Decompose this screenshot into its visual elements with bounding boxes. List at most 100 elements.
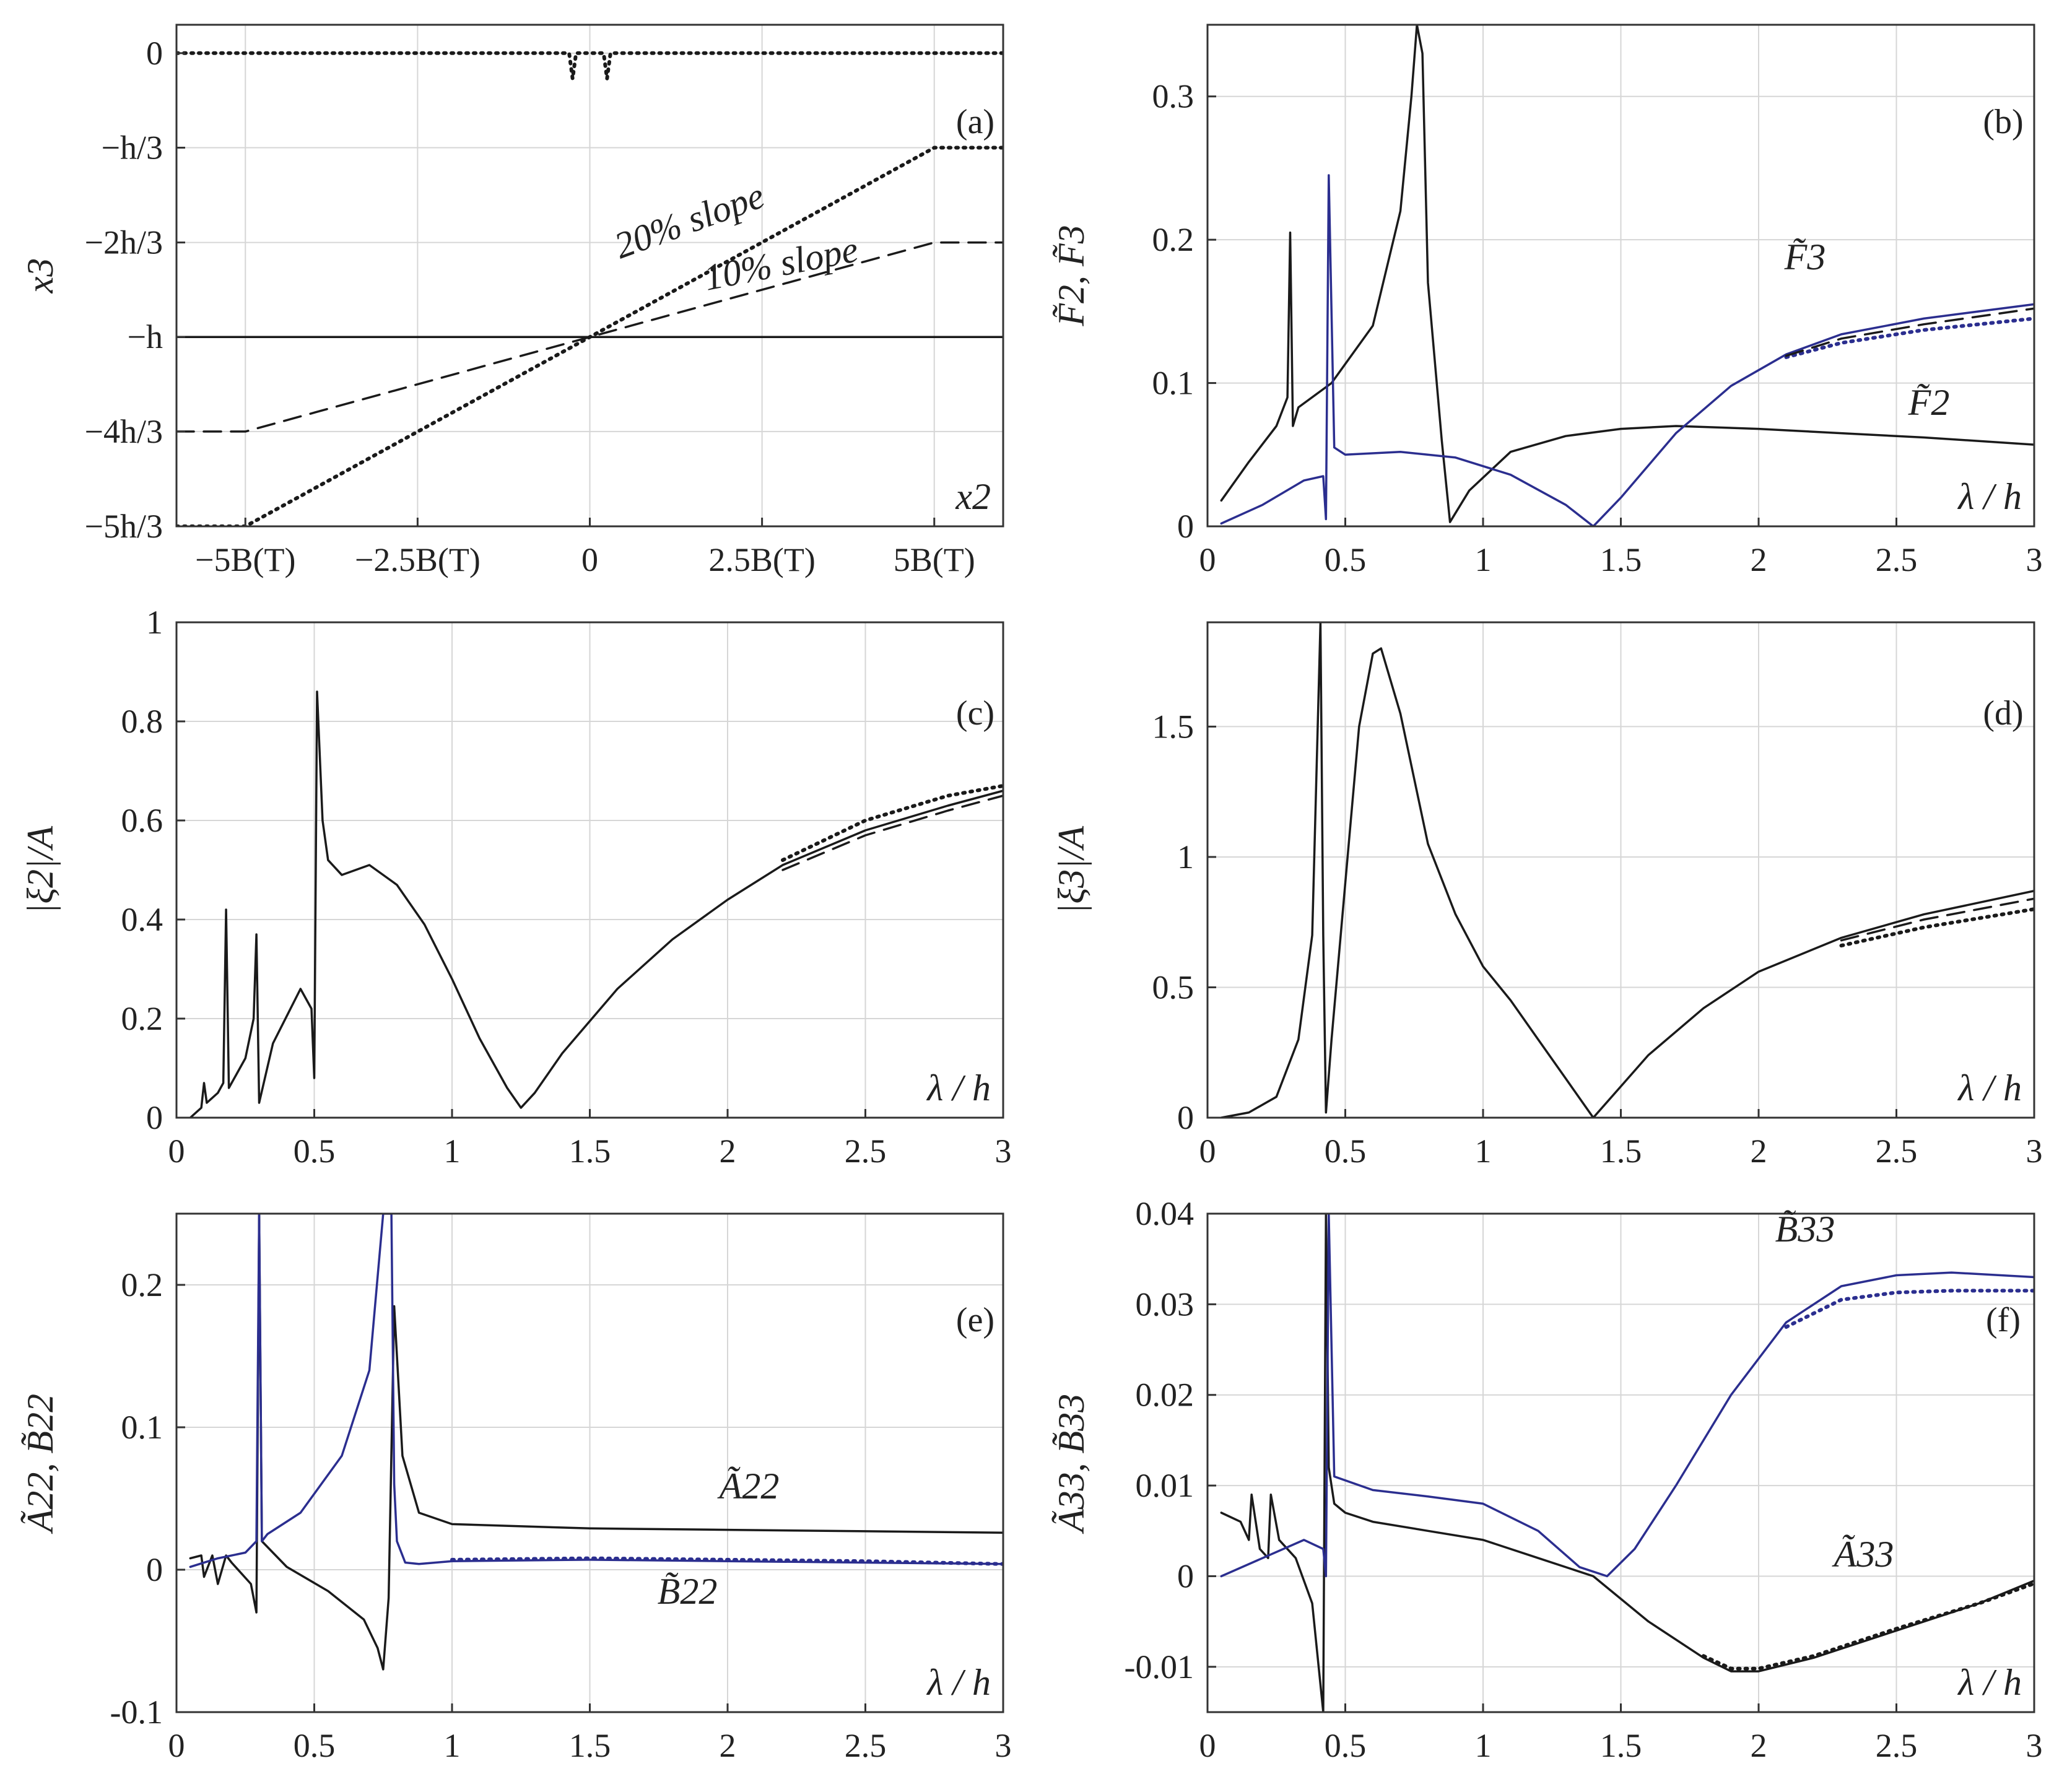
y-axis-label: Ã22, B̃22 <box>20 1394 61 1534</box>
y-tick-label: 0 <box>1177 508 1194 545</box>
x-tick-label: 0.5 <box>1325 1133 1367 1170</box>
y-tick-label: 0.03 <box>1136 1285 1195 1323</box>
x-tick-label: 3 <box>2026 541 2043 578</box>
x-tick-label: 0.5 <box>1325 1727 1367 1764</box>
gridlines <box>1207 1213 2035 1712</box>
x-tick-label: 2 <box>1751 1727 1767 1764</box>
x-tick-label: 0 <box>168 1727 185 1764</box>
x-tick-label: 2 <box>1751 1133 1767 1170</box>
x-tick-label: 2 <box>720 1727 736 1764</box>
panel-f: 0 0.5 1 1.5 2 2.5 3 -0.01 0 0.01 0.02 0.03 0.04 λ / h… <box>1051 1195 2043 1764</box>
series-line-e-2 <box>450 1556 1003 1566</box>
x-tick-label: 1 <box>1475 541 1492 578</box>
y-tick-label: -0.1 <box>110 1694 163 1731</box>
series-group <box>189 690 1003 1118</box>
x-tick-label: 0 <box>1199 1133 1216 1170</box>
y-tick-label: 0.01 <box>1136 1467 1195 1504</box>
series-group <box>1220 1214 2034 1712</box>
y-tick-label: 0.6 <box>121 802 163 839</box>
series-line-f-3 <box>1702 1581 2034 1671</box>
panel-tag: (c) <box>956 694 994 733</box>
y-tick-label: 0.8 <box>121 703 163 740</box>
x-tick-label: 2 <box>720 1133 736 1170</box>
x-tick-label: 2.5 <box>1876 541 1918 578</box>
x-tick-label: 2.5 <box>845 1133 887 1170</box>
series-group <box>1220 25 2034 526</box>
y-tick-label: 0.1 <box>1152 365 1195 402</box>
x-tick-label: 5B(T) <box>894 541 975 578</box>
series-line-b-2 <box>1784 316 2034 359</box>
x-axis-label: λ / h <box>926 1662 991 1703</box>
x-tick-label: 0.5 <box>294 1727 336 1764</box>
x-tick-label: 1.5 <box>1600 541 1642 578</box>
x-tick-label: 0 <box>581 541 598 578</box>
y-tick-label: −h/3 <box>102 129 163 166</box>
series-line-a-2 <box>176 146 1003 526</box>
curve-annotation: F̃3 <box>1784 237 1826 277</box>
y-axis-label: F̃2, F̃3 <box>1051 225 1092 326</box>
y-axis-label: |ξ3|/A <box>1051 826 1092 914</box>
panel-tag: (e) <box>956 1301 994 1339</box>
x-tick-label: 1.5 <box>1600 1727 1642 1764</box>
curve-annotation: 10% slope <box>700 228 861 298</box>
x-tick-label: 0 <box>1199 1727 1216 1764</box>
panel-tag: (d) <box>1983 694 2023 733</box>
y-tick-label: 0 <box>1177 1557 1194 1594</box>
y-tick-label: 0.5 <box>1152 968 1195 1006</box>
x-axis-label: λ / h <box>926 1068 991 1108</box>
curve-annotation: Ã33 <box>1832 1534 1894 1575</box>
gridlines <box>176 622 1004 1118</box>
curve-annotation: F̃2 <box>1908 382 1950 423</box>
y-axis-label: |ξ2|/A <box>20 826 61 914</box>
series-group <box>189 1214 1003 1671</box>
panel-b: 0 0.5 1 1.5 2 2.5 3 0 0.1 0.2 0.3 λ / h F̃2, F̃3 (b) F… <box>1051 24 2043 578</box>
x-tick-label: 3 <box>995 1133 1012 1170</box>
series-line-f-2 <box>1784 1289 2034 1329</box>
x-tick-label: 3 <box>2026 1133 2043 1170</box>
panel-d: 0 0.5 1 1.5 2 2.5 3 0 0.5 1 1.5 λ / h |ξ3|/A (d) <box>1051 621 2043 1170</box>
x-tick-label: 0 <box>1199 541 1216 578</box>
series-group <box>176 51 1003 526</box>
series-line-b-1 <box>1220 174 2034 526</box>
x-tick-label: 1 <box>1475 1133 1492 1170</box>
y-tick-label: −h <box>128 318 163 355</box>
x-tick-label: 2.5 <box>1876 1727 1918 1764</box>
curve-annotation: B̃22 <box>658 1571 718 1612</box>
series-line-e-1 <box>189 1214 1003 1568</box>
y-tick-label: 0.2 <box>1152 221 1195 258</box>
x-axis-label: λ / h <box>1957 1662 2022 1703</box>
series-line-f-0 <box>1220 1214 2034 1712</box>
x-tick-label: −2.5B(T) <box>355 541 481 578</box>
x-tick-label: 0 <box>168 1133 185 1170</box>
y-tick-label: 0 <box>146 1551 163 1588</box>
x-tick-label: 1.5 <box>1600 1133 1642 1170</box>
panel-a: −5B(T) −2.5B(T) 0 2.5B(T) 5B(T) 0 −h/3 −2h/3 −h −… <box>20 24 1004 578</box>
panel-tag: (f) <box>1986 1301 2021 1339</box>
y-tick-label: 0 <box>1177 1099 1194 1136</box>
y-tick-label: 1 <box>1177 838 1194 876</box>
y-tick-label: 1 <box>146 604 163 641</box>
panel-tag: (b) <box>1983 103 2023 141</box>
series-line-e-0 <box>189 1214 1003 1671</box>
series-line-c-1 <box>781 784 1003 862</box>
panel-tag: (a) <box>956 103 994 141</box>
curve-annotation: Ã22 <box>717 1466 780 1507</box>
y-tick-label: 0.2 <box>121 1266 163 1303</box>
x-tick-label: 2.5 <box>1876 1133 1918 1170</box>
series-line-c-0 <box>189 690 1003 1118</box>
x-tick-label: 2.5 <box>845 1727 887 1764</box>
series-line-b-0 <box>1220 25 2034 523</box>
x-tick-label: 3 <box>2026 1727 2043 1764</box>
x-tick-label: 2.5B(T) <box>708 541 815 578</box>
x-tick-label: 0.5 <box>1325 541 1367 578</box>
y-tick-label: 0.04 <box>1136 1195 1195 1232</box>
y-tick-label: 0.2 <box>121 1000 163 1037</box>
y-tick-label: −2h/3 <box>85 224 163 261</box>
x-tick-label: 1 <box>444 1727 461 1764</box>
x-tick-label: 1 <box>444 1133 461 1170</box>
series-group <box>1220 622 2034 1118</box>
y-tick-label: 1.5 <box>1152 708 1195 745</box>
x-tick-label: 2 <box>1751 541 1767 578</box>
